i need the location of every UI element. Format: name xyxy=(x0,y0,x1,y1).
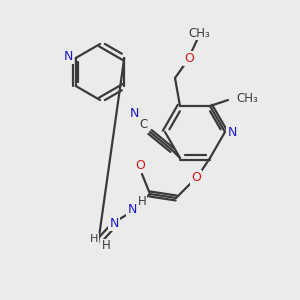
Text: O: O xyxy=(191,172,201,184)
Text: CH₃: CH₃ xyxy=(188,26,210,40)
Text: CH₃: CH₃ xyxy=(236,92,258,104)
Text: O: O xyxy=(184,52,194,64)
Text: H: H xyxy=(90,234,98,244)
Text: H: H xyxy=(102,239,110,253)
Text: C: C xyxy=(140,118,148,131)
Text: N: N xyxy=(64,50,74,62)
Text: H: H xyxy=(138,196,146,208)
Text: N: N xyxy=(109,218,119,230)
Text: N: N xyxy=(227,125,237,139)
Text: N: N xyxy=(129,107,139,121)
Text: O: O xyxy=(135,160,145,172)
Text: N: N xyxy=(127,203,137,217)
